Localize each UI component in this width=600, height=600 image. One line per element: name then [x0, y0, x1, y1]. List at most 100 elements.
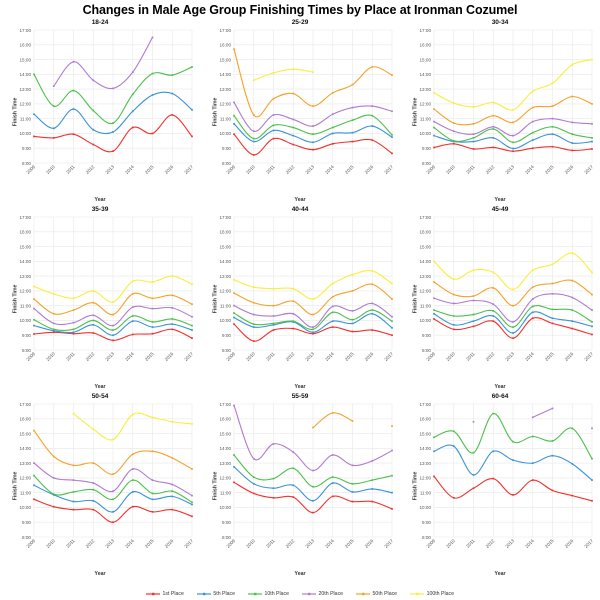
svg-text:14:00: 14:00 [420, 446, 432, 451]
svg-text:15:00: 15:00 [20, 431, 32, 436]
x-axis-label: Year [94, 384, 106, 390]
panel-title: 25-29 [291, 19, 309, 26]
svg-text:2013: 2013 [304, 538, 315, 549]
svg-text:9:00: 9:00 [422, 520, 431, 525]
x-axis-label: Year [94, 571, 106, 577]
svg-text:16:00: 16:00 [220, 230, 232, 235]
svg-text:2013: 2013 [504, 164, 515, 175]
svg-text:14:00: 14:00 [20, 259, 32, 264]
svg-text:2015: 2015 [344, 164, 355, 175]
svg-text:12:00: 12:00 [20, 102, 32, 107]
plot-area: 8:00 9:00 10:00 11:00 12:00 13:00 14:00 15:00 16… [420, 402, 595, 549]
svg-text:2015: 2015 [344, 351, 355, 362]
legend-label: 50th Place [372, 591, 398, 597]
svg-text:13:00: 13:00 [220, 461, 232, 466]
svg-text:8:00: 8:00 [422, 161, 431, 166]
svg-text:8:00: 8:00 [222, 348, 231, 353]
panel-40-44: 40-44 Finish Time Year 8:00 9:00 10:00 11:00 12… [200, 205, 400, 392]
svg-text:2011: 2011 [265, 538, 276, 549]
plot-area: 8:00 9:00 10:00 11:00 12:00 13:00 14:00 15:00 16… [20, 28, 195, 175]
svg-text:11:00: 11:00 [220, 490, 232, 495]
svg-text:2011: 2011 [65, 164, 76, 175]
svg-text:12:00: 12:00 [420, 102, 432, 107]
svg-text:2009: 2009 [425, 351, 436, 362]
x-axis-label: Year [494, 571, 506, 577]
svg-text:17:00: 17:00 [420, 402, 432, 407]
svg-text:2017: 2017 [383, 164, 394, 175]
svg-text:2016: 2016 [564, 538, 575, 549]
svg-text:14:00: 14:00 [420, 72, 432, 77]
svg-text:10:00: 10:00 [420, 505, 432, 510]
svg-text:15:00: 15:00 [220, 244, 232, 249]
svg-text:2016: 2016 [364, 538, 375, 549]
svg-text:10:00: 10:00 [220, 318, 232, 323]
svg-text:15:00: 15:00 [420, 57, 432, 62]
svg-text:2015: 2015 [144, 538, 155, 549]
legend-swatch-icon [146, 592, 161, 596]
svg-text:2013: 2013 [304, 351, 315, 362]
svg-text:2016: 2016 [164, 538, 175, 549]
svg-text:11:00: 11:00 [20, 303, 32, 308]
legend-item-1st-place[interactable]: 1st Place [146, 591, 184, 597]
svg-text:2010: 2010 [445, 351, 456, 362]
svg-text:2013: 2013 [104, 164, 115, 175]
svg-text:2016: 2016 [364, 164, 375, 175]
svg-text:13:00: 13:00 [220, 87, 232, 92]
plot-area: 8:00 9:00 10:00 11:00 12:00 13:00 14:00 15:00 16… [20, 402, 195, 549]
svg-text:2010: 2010 [445, 538, 456, 549]
panel-45-49: 45-49 Finish Time Year 8:00 9:00 10:00 11:00 12… [400, 205, 600, 392]
legend-label: 100th Place [426, 591, 454, 597]
plot-area: 8:00 9:00 10:00 11:00 12:00 13:00 14:00 15:00 16… [420, 28, 595, 175]
svg-text:2009: 2009 [425, 164, 436, 175]
svg-text:2017: 2017 [583, 538, 594, 549]
svg-text:16:00: 16:00 [20, 43, 32, 48]
svg-text:15:00: 15:00 [220, 431, 232, 436]
svg-text:2009: 2009 [225, 351, 236, 362]
svg-text:2016: 2016 [364, 351, 375, 362]
svg-text:2011: 2011 [465, 351, 476, 362]
svg-text:2017: 2017 [183, 538, 194, 549]
svg-text:2016: 2016 [164, 351, 175, 362]
svg-text:8:00: 8:00 [422, 535, 431, 540]
x-axis-label: Year [494, 197, 506, 203]
svg-text:11:00: 11:00 [20, 116, 32, 121]
legend-swatch-icon [410, 592, 425, 596]
panel-grid: 18-24 Finish Time Year 8:00 9:00 10:00 11:00 12… [0, 18, 600, 577]
svg-text:2009: 2009 [425, 538, 436, 549]
svg-text:11:00: 11:00 [20, 490, 32, 495]
svg-text:9:00: 9:00 [422, 333, 431, 338]
svg-text:2012: 2012 [285, 164, 296, 175]
svg-text:2011: 2011 [465, 538, 476, 549]
legend-item-10th-place[interactable]: 10th Place [248, 591, 289, 597]
legend-item-100th-place[interactable]: 100th Place [410, 591, 454, 597]
svg-text:12:00: 12:00 [220, 476, 232, 481]
legend-label: 10th Place [264, 591, 290, 597]
svg-text:2009: 2009 [225, 538, 236, 549]
svg-text:12:00: 12:00 [20, 289, 32, 294]
svg-text:10:00: 10:00 [220, 505, 232, 510]
svg-text:16:00: 16:00 [420, 43, 432, 48]
svg-text:12:00: 12:00 [420, 476, 432, 481]
legend-item-20th-place[interactable]: 20th Place [302, 591, 343, 597]
svg-text:2010: 2010 [45, 538, 56, 549]
svg-text:15:00: 15:00 [20, 57, 32, 62]
panel-25-29: 25-29 Finish Time Year 8:00 9:00 10:00 11:00 12… [200, 18, 400, 205]
svg-text:9:00: 9:00 [222, 333, 231, 338]
svg-text:16:00: 16:00 [20, 417, 32, 422]
svg-text:8:00: 8:00 [222, 535, 231, 540]
svg-text:13:00: 13:00 [20, 87, 32, 92]
legend-item-50th-place[interactable]: 50th Place [356, 591, 397, 597]
legend-item-5th-place[interactable]: 5th Place [196, 591, 235, 597]
svg-text:15:00: 15:00 [420, 431, 432, 436]
svg-text:10:00: 10:00 [420, 318, 432, 323]
svg-text:14:00: 14:00 [220, 72, 232, 77]
svg-text:15:00: 15:00 [220, 57, 232, 62]
svg-text:9:00: 9:00 [422, 146, 431, 151]
svg-text:14:00: 14:00 [220, 446, 232, 451]
svg-text:17:00: 17:00 [220, 28, 232, 33]
panel-60-64: 60-64 Finish Time Year 8:00 9:00 10:00 11:00 12… [400, 392, 600, 579]
svg-text:2015: 2015 [144, 351, 155, 362]
svg-text:2015: 2015 [544, 164, 555, 175]
svg-text:2014: 2014 [124, 538, 135, 549]
svg-text:2012: 2012 [85, 351, 96, 362]
